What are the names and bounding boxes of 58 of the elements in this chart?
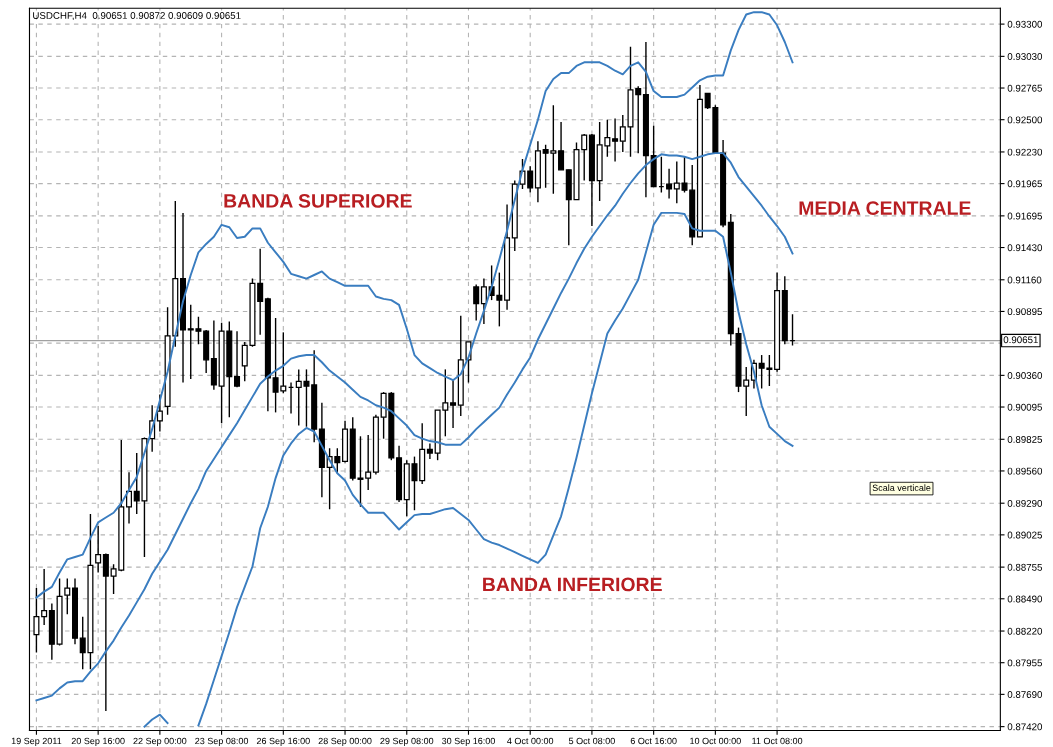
- candlestick: [426, 442, 433, 460]
- x-tick-label: 5 Oct 08:00: [568, 737, 615, 745]
- x-tick-label: 6 Oct 16:00: [630, 737, 677, 745]
- y-tick-label: 0.91430: [1007, 244, 1043, 252]
- candlestick: [64, 577, 71, 616]
- x-tick-label: 4 Oct 00:00: [507, 737, 554, 745]
- candlestick: [95, 525, 102, 574]
- y-tick-label: 0.90360: [1007, 372, 1043, 379]
- candlestick: [558, 121, 565, 171]
- y-tick-label: 0.87690: [1007, 691, 1043, 698]
- text: Scala verticale: [872, 484, 931, 491]
- annotation: BANDA SUPERIORE: [224, 193, 412, 208]
- line-series: [35, 11, 794, 599]
- ref-line-label: 0.90651: [1003, 336, 1038, 344]
- candlestick: [473, 283, 480, 322]
- y-tick-label: 0.87420: [1007, 723, 1043, 731]
- x-tick-label: 30 Sep 16:00: [441, 737, 495, 746]
- y-tick-label: 0.92500: [1007, 116, 1043, 124]
- chart-title: USDCHF,H4 0.90651 0.90872 0.90609 0.90651: [33, 12, 241, 21]
- candlestick: [156, 393, 163, 433]
- x-tick-label: 23 Sep 08:00: [195, 737, 249, 746]
- y-tick-label: 0.89290: [1007, 499, 1043, 507]
- x-tick-label: 22 Sep 00:00: [133, 737, 187, 746]
- y-tick-label: 0.90895: [1007, 308, 1043, 316]
- x-tick-label: 26 Sep 16:00: [256, 737, 310, 746]
- y-tick-label: 0.89825: [1007, 436, 1043, 443]
- text: MEDIA CENTRALE: [799, 201, 971, 215]
- y-tick-label: 0.88755: [1007, 563, 1043, 571]
- x-tick-label: 11 Oct 08:00: [752, 737, 803, 745]
- candlestick: [33, 587, 40, 654]
- x-tick-label: 19 Sep 2011: [11, 737, 62, 746]
- y-tick-label: 0.92765: [1007, 84, 1043, 92]
- y-tick-label: 0.91695: [1007, 212, 1043, 220]
- candlestick: [480, 277, 487, 325]
- y-tick-label: 0.93300: [1007, 20, 1043, 28]
- line-series: [35, 152, 794, 702]
- candlestick: [257, 248, 264, 336]
- y-tick-label: 0.92230: [1007, 148, 1043, 156]
- candlestick: [102, 552, 109, 712]
- candlestick: [234, 330, 241, 389]
- candlestick: [666, 167, 673, 200]
- y-tick-label: 0.88490: [1007, 595, 1043, 603]
- y-tick-label: 0.91160: [1007, 276, 1042, 284]
- candlestick: [612, 117, 619, 163]
- x-tick-label: 20 Sep 16:00: [71, 737, 125, 746]
- y-tick-label: 0.93030: [1007, 53, 1043, 60]
- y-tick-label: 0.89560: [1007, 467, 1043, 475]
- x-tick-label: 10 Oct 00:00: [690, 737, 741, 745]
- y-tick-label: 0.90095: [1007, 403, 1043, 411]
- x-tick-label: 29 Sep 08:00: [380, 737, 434, 746]
- y-tick-label: 0.88220: [1007, 627, 1043, 635]
- y-tick-label: 0.91965: [1007, 180, 1043, 188]
- y-tick-label: 0.87955: [1007, 659, 1043, 667]
- candlestick: [41, 568, 48, 626]
- annotation: BANDA INFERIORE: [483, 577, 662, 592]
- candlestick: [450, 379, 457, 429]
- y-tick-label: 0.89025: [1007, 531, 1043, 539]
- x-tick-label: 28 Sep 00:00: [318, 737, 372, 746]
